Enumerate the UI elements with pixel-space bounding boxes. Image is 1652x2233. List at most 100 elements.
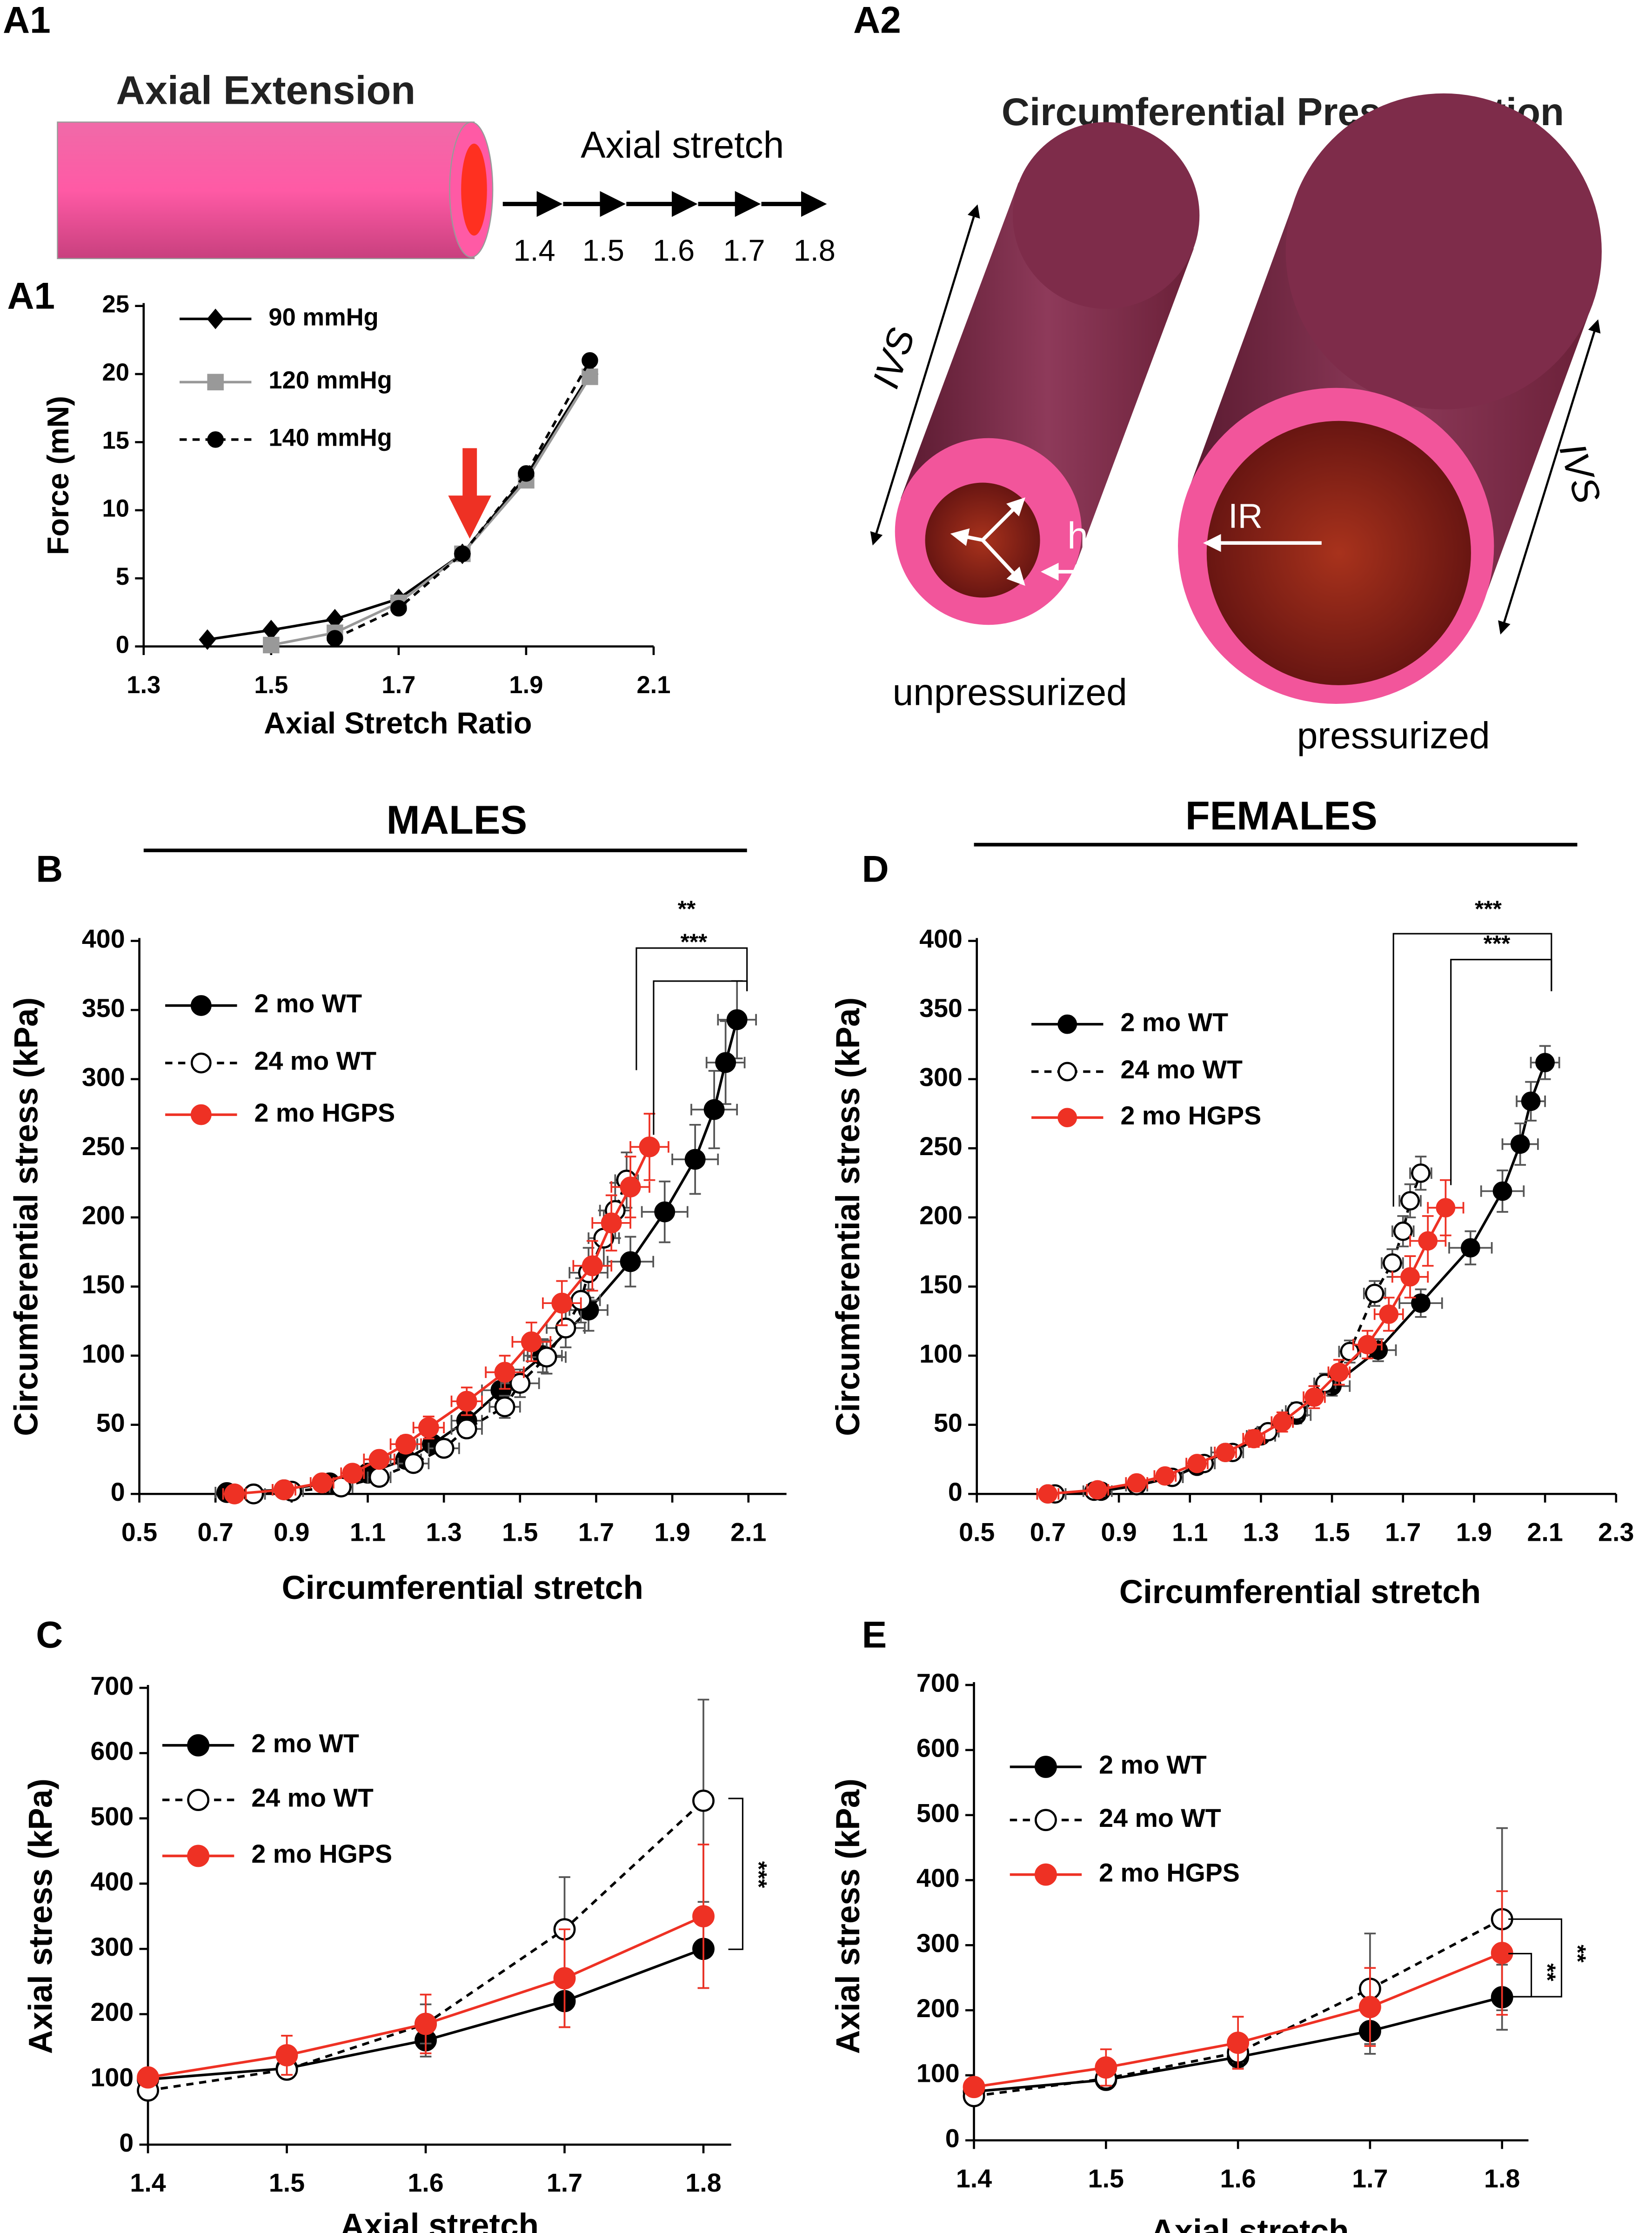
y-tick-label: 0 xyxy=(945,2124,960,2153)
length-label: IVS xyxy=(865,323,923,394)
legend-label: 24 mo WT xyxy=(1099,1804,1221,1832)
y-tick-label: 600 xyxy=(90,1737,134,1765)
legend-label: 2 mo WT xyxy=(1121,1008,1229,1036)
marker xyxy=(1460,1238,1480,1258)
significance-label: *** xyxy=(746,1861,771,1888)
marker xyxy=(692,1789,715,1812)
marker xyxy=(311,1472,333,1493)
marker xyxy=(684,1149,706,1170)
marker xyxy=(620,1177,641,1197)
x-tick-label: 0.5 xyxy=(959,1518,995,1546)
significance-bracket xyxy=(653,980,748,1135)
x-tick-label: 1.7 xyxy=(1352,2164,1388,2193)
y-tick-label: 20 xyxy=(102,359,129,386)
marker xyxy=(403,1453,424,1474)
legend-label: 24 mo WT xyxy=(254,1047,377,1076)
y-tick-label: 0 xyxy=(119,2128,134,2157)
marker xyxy=(190,1052,212,1074)
series-line xyxy=(334,360,591,640)
marker xyxy=(456,1391,477,1412)
panel-label: E xyxy=(862,1614,887,1656)
marker xyxy=(1492,1181,1512,1201)
marker xyxy=(494,1396,515,1417)
marker xyxy=(275,2044,298,2066)
x-axis-title: Axial stretch xyxy=(341,2207,539,2233)
marker xyxy=(582,1255,603,1277)
pressurized-vessel xyxy=(1178,93,1602,704)
length-arrow xyxy=(870,204,980,546)
y-tick-label: 150 xyxy=(82,1270,125,1299)
x-tick-label: 1.5 xyxy=(1088,2164,1124,2193)
marker xyxy=(368,1467,390,1488)
caption: unpressurized xyxy=(893,672,1127,714)
highlight-arrow xyxy=(448,448,492,539)
marker xyxy=(555,1317,576,1339)
y-tick-label: 200 xyxy=(919,1201,963,1230)
marker xyxy=(418,1417,439,1438)
x-axis-title: Axial stretch xyxy=(1150,2213,1349,2233)
x-tick-label: 1.7 xyxy=(578,1518,614,1546)
thickness-label: h xyxy=(1067,515,1088,557)
marker xyxy=(187,1789,210,1811)
panel-label: A1 xyxy=(3,0,51,41)
y-tick-label: 50 xyxy=(934,1408,963,1437)
x-tick-label: 1.7 xyxy=(381,671,415,699)
marker xyxy=(207,374,224,391)
legend-label: 2 mo HGPS xyxy=(251,1839,392,1868)
marker xyxy=(224,1483,245,1504)
x-tick-label: 0.9 xyxy=(1101,1518,1137,1546)
marker xyxy=(207,308,224,329)
y-tick-label: 500 xyxy=(916,1798,960,1827)
y-tick-label: 5 xyxy=(116,563,129,590)
radius-label: IR xyxy=(1228,496,1263,535)
x-tick-label: 1.5 xyxy=(1314,1518,1350,1546)
x-tick-label: 1.5 xyxy=(269,2168,305,2197)
panel-label: A2 xyxy=(853,0,901,41)
significance-label: *** xyxy=(1475,896,1502,922)
marker xyxy=(1358,1335,1378,1355)
stretch-value: 1.6 xyxy=(653,234,695,267)
marker xyxy=(262,620,280,641)
panel-label: B xyxy=(36,849,63,890)
x-tick-label: 1.6 xyxy=(1220,2164,1256,2193)
marker xyxy=(1418,1231,1438,1251)
y-tick-label: 700 xyxy=(916,1669,960,1698)
x-tick-label: 1.9 xyxy=(1456,1518,1492,1546)
significance-bracket xyxy=(1450,959,1552,1185)
y-tick-label: 250 xyxy=(919,1132,963,1161)
legend-label: 2 mo WT xyxy=(254,989,362,1018)
marker xyxy=(327,630,343,647)
y-tick-label: 350 xyxy=(919,994,963,1023)
y-tick-label: 200 xyxy=(90,1998,134,2026)
marker xyxy=(207,431,224,448)
panel-label: D xyxy=(862,849,889,890)
marker xyxy=(454,545,471,562)
x-tick-label: 2.3 xyxy=(1598,1518,1634,1546)
legend-label: 24 mo WT xyxy=(1121,1055,1243,1084)
significance-bracket xyxy=(635,947,748,1070)
x-tick-label: 1.3 xyxy=(127,671,161,699)
y-tick-label: 25 xyxy=(102,291,129,318)
x-axis-title: Circumferential stretch xyxy=(1119,1574,1481,1611)
y-tick-label: 300 xyxy=(916,1929,960,1958)
x-tick-label: 2.1 xyxy=(730,1518,766,1546)
marker xyxy=(342,1463,363,1484)
marker xyxy=(494,1362,515,1383)
marker xyxy=(395,1433,416,1455)
stretch-label: Axial stretch xyxy=(581,124,784,166)
marker xyxy=(639,1136,660,1157)
marker xyxy=(536,1346,557,1368)
y-tick-label: 700 xyxy=(90,1671,134,1700)
length-label: IVS xyxy=(1551,438,1609,508)
y-tick-label: 300 xyxy=(90,1932,134,1961)
x-axis-title: Circumferential stretch xyxy=(282,1570,643,1606)
y-tick-label: 400 xyxy=(919,924,963,953)
marker xyxy=(1304,1387,1324,1407)
y-tick-label: 500 xyxy=(90,1802,134,1831)
significance-label: ** xyxy=(678,896,696,922)
y-tick-label: 100 xyxy=(916,2059,960,2088)
marker xyxy=(1272,1412,1292,1432)
y-tick-label: 300 xyxy=(919,1063,963,1091)
legend-label: 2 mo WT xyxy=(251,1729,359,1758)
